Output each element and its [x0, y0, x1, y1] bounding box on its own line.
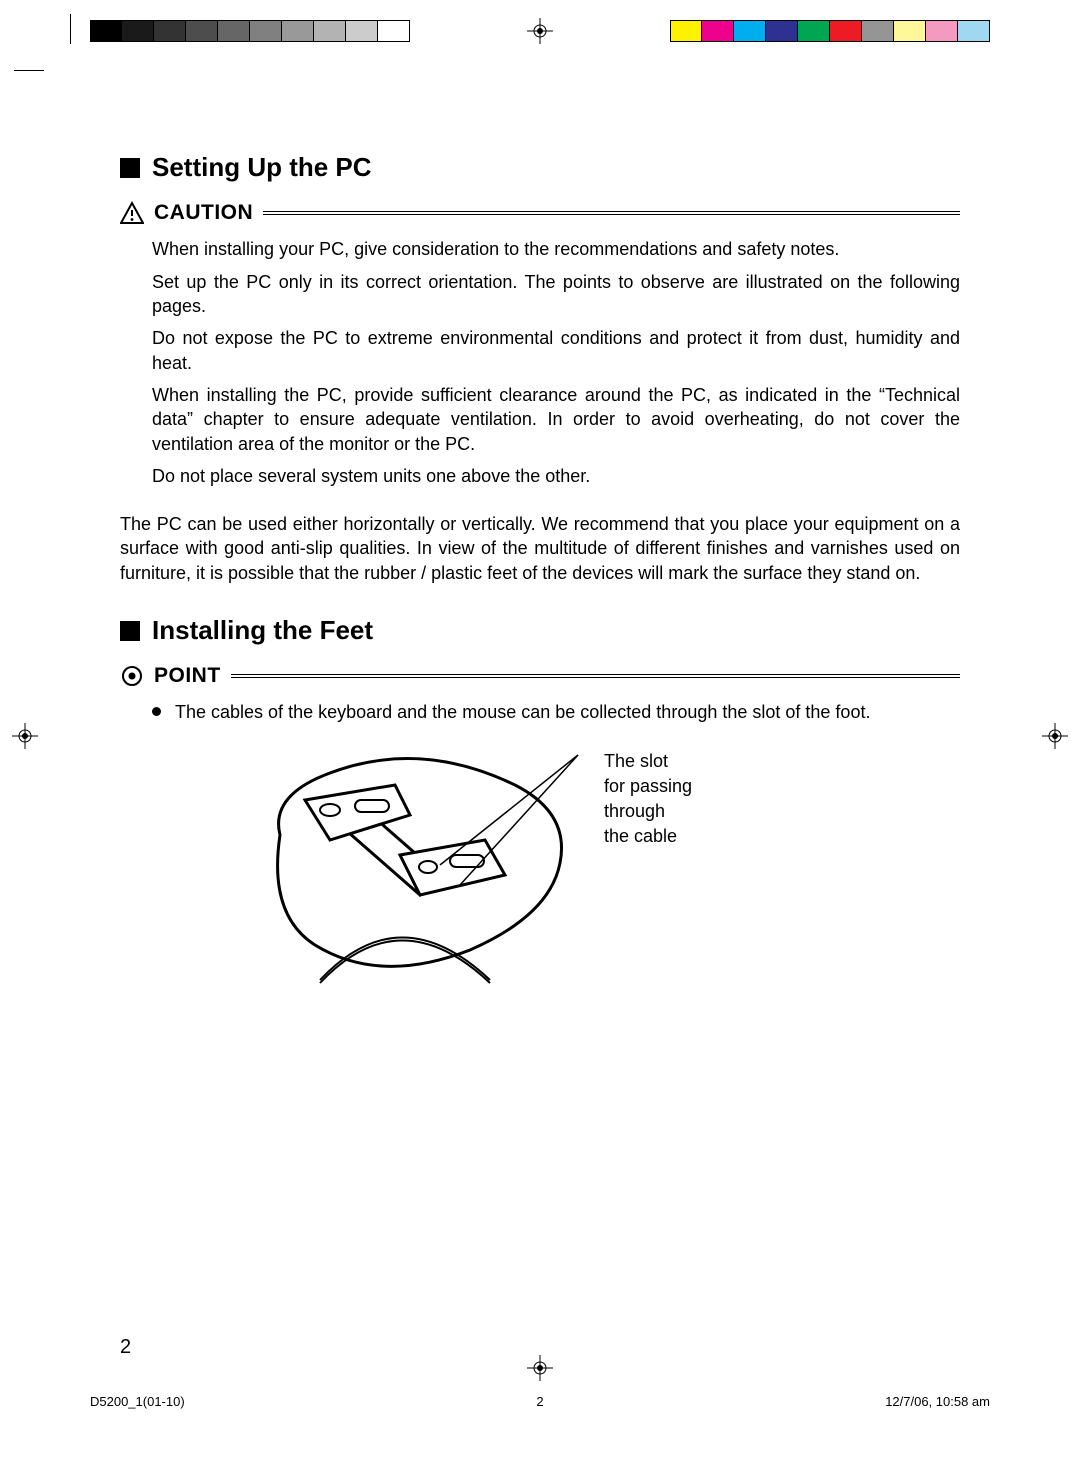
footer-slug: D5200_1(01-10) 2 12/7/06, 10:58 am: [90, 1394, 990, 1409]
footer-left: D5200_1(01-10): [90, 1394, 185, 1409]
point-header: POINT: [120, 662, 960, 690]
color-swatches: [670, 20, 990, 42]
registration-mark-icon: [527, 18, 553, 44]
caution-paragraph: When installing your PC, give considerat…: [152, 237, 960, 261]
point-bullet: The cables of the keyboard and the mouse…: [152, 700, 960, 724]
swatch: [670, 20, 702, 42]
swatch: [122, 20, 154, 42]
crop-tick: [14, 70, 44, 71]
swatch: [314, 20, 346, 42]
swatch: [378, 20, 410, 42]
swatch: [830, 20, 862, 42]
swatch: [798, 20, 830, 42]
swatch: [154, 20, 186, 42]
swatch: [958, 20, 990, 42]
page-number: 2: [120, 1334, 131, 1361]
point-label: POINT: [154, 662, 221, 690]
foot-diagram-illustration: [260, 745, 580, 985]
section-heading: Installing the Feet: [120, 613, 960, 648]
figure: The slot for passing through the cable: [260, 745, 960, 985]
swatch: [90, 20, 122, 42]
swatch: [250, 20, 282, 42]
caution-paragraph: Do not place several system units one ab…: [152, 464, 960, 488]
swatch: [894, 20, 926, 42]
section-heading: Setting Up the PC: [120, 150, 960, 185]
point-bullet-text: The cables of the keyboard and the mouse…: [175, 700, 870, 724]
swatch: [282, 20, 314, 42]
swatch: [734, 20, 766, 42]
caution-paragraph: Do not expose the PC to extreme environm…: [152, 326, 960, 375]
crop-tick: [70, 14, 71, 44]
point-target-icon: [120, 664, 144, 688]
caution-triangle-icon: [120, 201, 144, 225]
section-title-text: Installing the Feet: [152, 613, 373, 648]
caution-paragraph: When installing the PC, provide sufficie…: [152, 383, 960, 456]
page-content: Setting Up the PC CAUTION When installin…: [120, 150, 960, 1321]
caution-label: CAUTION: [154, 199, 253, 227]
square-bullet-icon: [120, 621, 140, 641]
footer-right: 12/7/06, 10:58 am: [885, 1394, 990, 1409]
swatch: [186, 20, 218, 42]
footer-mid: 2: [536, 1394, 543, 1409]
body-paragraph: The PC can be used either horizontally o…: [120, 512, 960, 585]
registration-mark-icon: [12, 723, 38, 749]
swatch: [766, 20, 798, 42]
square-bullet-icon: [120, 158, 140, 178]
section-title-text: Setting Up the PC: [152, 150, 372, 185]
grayscale-swatches: [90, 20, 410, 42]
caution-body: When installing your PC, give considerat…: [152, 237, 960, 488]
rule-line: [263, 211, 960, 215]
swatch: [702, 20, 734, 42]
swatch: [346, 20, 378, 42]
caution-header: CAUTION: [120, 199, 960, 227]
swatch: [862, 20, 894, 42]
bullet-dot-icon: [152, 707, 161, 716]
registration-mark-icon: [1042, 723, 1068, 749]
swatch: [218, 20, 250, 42]
swatch: [926, 20, 958, 42]
caution-paragraph: Set up the PC only in its correct orient…: [152, 270, 960, 319]
registration-mark-icon: [527, 1355, 553, 1381]
figure-caption: The slot for passing through the cable: [604, 749, 694, 850]
rule-line: [231, 674, 960, 678]
